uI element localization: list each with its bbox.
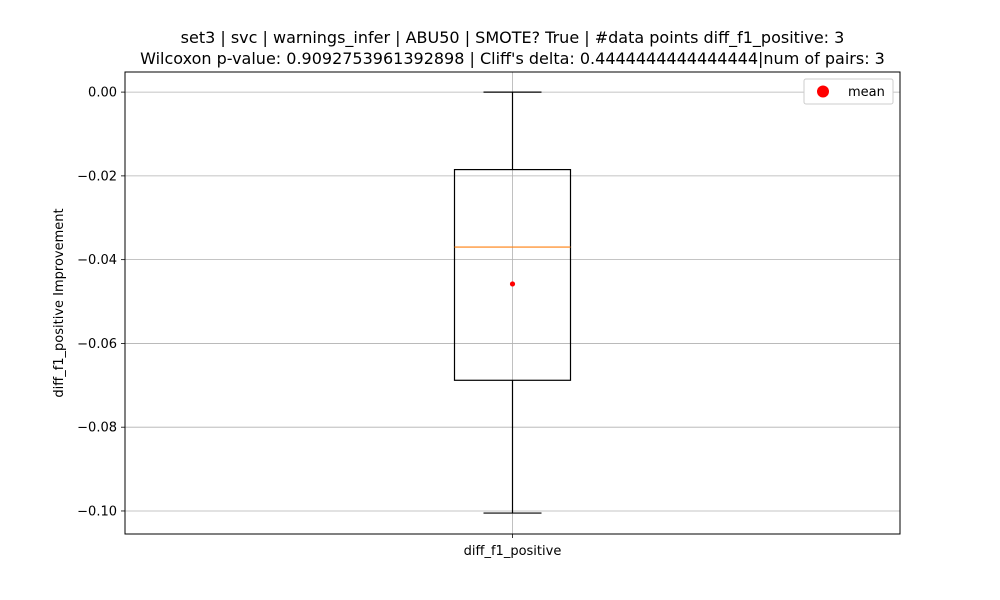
legend-mean-label: mean bbox=[848, 85, 885, 100]
box-iqr bbox=[453, 168, 572, 381]
y-tick-label: 0.00 bbox=[88, 86, 117, 101]
y-axis-label: diff_f1_positive Improvement bbox=[52, 208, 67, 397]
legend-frame bbox=[803, 78, 894, 105]
chart-title-line-1: set3 | svc | warnings_infer | ABU50 | SM… bbox=[181, 28, 845, 48]
y-tick-label: −0.06 bbox=[77, 337, 117, 352]
chart-title-line-2: Wilcoxon p-value: 0.9092753961392898 | C… bbox=[140, 49, 885, 68]
y-tick-label: −0.08 bbox=[77, 421, 117, 436]
y-tick-label: −0.02 bbox=[77, 169, 117, 184]
legend: mean bbox=[803, 78, 894, 105]
boxplot bbox=[453, 91, 572, 514]
x-tick-label: diff_f1_positive bbox=[464, 544, 562, 559]
mean-marker bbox=[509, 281, 516, 287]
legend-mean-marker bbox=[817, 85, 829, 98]
x-axis-ticks: diff_f1_positive bbox=[464, 534, 562, 559]
y-tick-label: −0.04 bbox=[77, 253, 117, 268]
y-tick-label: −0.10 bbox=[77, 504, 117, 519]
y-axis-ticks: 0.00 −0.02 −0.04 −0.06 −0.08 −0.10 bbox=[77, 86, 125, 519]
